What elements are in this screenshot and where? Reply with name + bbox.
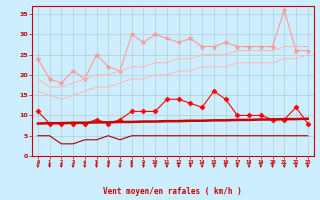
Text: Vent moyen/en rafales ( km/h ): Vent moyen/en rafales ( km/h )	[103, 187, 242, 196]
